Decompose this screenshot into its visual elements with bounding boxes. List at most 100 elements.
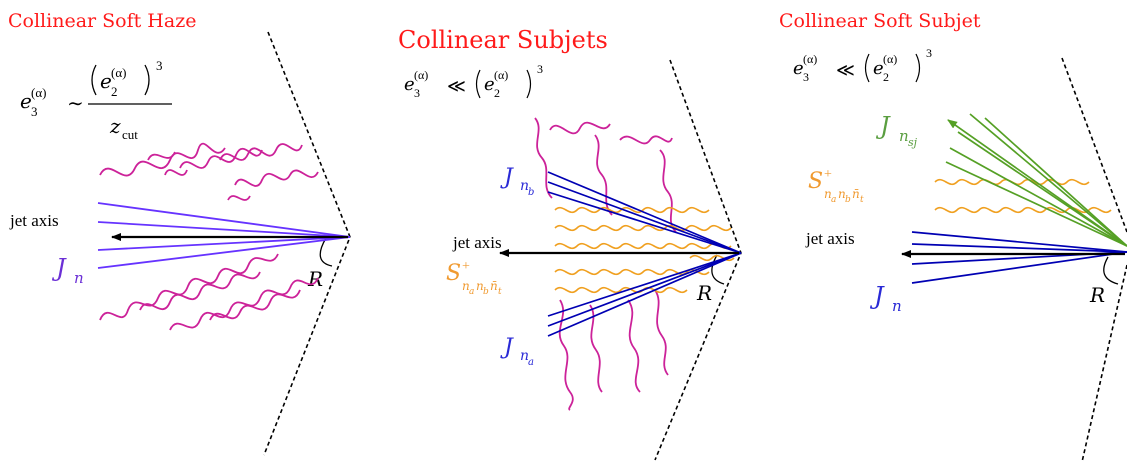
formula-3-lhs-sub: 3 bbox=[803, 70, 809, 84]
soft-label-2-sub-b: b bbox=[483, 287, 489, 297]
panel-1-title: Collinear Soft Haze bbox=[8, 10, 196, 32]
soft-label-3-sub-t: t bbox=[860, 195, 864, 205]
wave-b bbox=[549, 121, 611, 135]
jet-label-1: J bbox=[51, 254, 67, 282]
soft-label-2-main: S bbox=[446, 261, 461, 286]
formula-2-relation: ≪ bbox=[447, 76, 466, 96]
wave-g bbox=[589, 304, 603, 393]
jet-boundary-3-upper bbox=[1061, 57, 1127, 233]
panel-2-title: Collinear Subjets bbox=[398, 26, 608, 54]
jet-lines-2 bbox=[547, 171, 742, 337]
wave-8 bbox=[139, 271, 261, 311]
wave-9 bbox=[169, 277, 319, 331]
wave-11 bbox=[227, 195, 251, 201]
soft-haze-waves bbox=[99, 142, 319, 331]
soft-label-3-sub-n2: n bbox=[838, 187, 846, 201]
wave-5 bbox=[164, 169, 188, 176]
panel-3-title: Collinear Soft Subjet bbox=[779, 10, 981, 32]
radius-arc-3 bbox=[1103, 256, 1119, 285]
jet-label-top-2-sub: n bbox=[520, 178, 529, 194]
soft-label-3-main: S bbox=[808, 169, 823, 194]
soft-label-3-sub-b: b bbox=[845, 195, 851, 205]
wave-1 bbox=[99, 142, 226, 177]
panel-2-formula: e 3 (α) ≪ e 2 (α) 3 bbox=[404, 62, 543, 100]
formula-1-num-sub: 2 bbox=[111, 84, 118, 99]
wave-2 bbox=[147, 151, 176, 161]
formula-1-lhs-sub: 3 bbox=[31, 104, 38, 119]
subjet-label-3: J bbox=[875, 112, 891, 140]
subjet-label-3-subsub: sj bbox=[908, 136, 918, 149]
formula-1-num-base: e bbox=[100, 69, 112, 93]
wave-6 bbox=[234, 169, 319, 187]
formula-1-num-power: 3 bbox=[156, 58, 163, 73]
soft-label-3-sub-nbar: n̄ bbox=[852, 187, 860, 201]
jet-lines-3 bbox=[911, 231, 1127, 284]
formula-2-rhs-base: e bbox=[484, 74, 495, 95]
formula-2-lhs: e bbox=[404, 74, 415, 95]
soft-label-3-sup: + bbox=[824, 167, 832, 182]
jet-label-top-2-subsub: b bbox=[528, 187, 534, 198]
jet-label-bottom-2: J bbox=[500, 335, 514, 360]
radius-label-2: R bbox=[696, 281, 712, 305]
jet-label-top-2: J bbox=[500, 165, 514, 190]
soft-label-3-sub-n1: n bbox=[824, 187, 832, 201]
formula-1-relation: ∼ bbox=[67, 93, 84, 115]
formula-3-rhs-sup: (α) bbox=[883, 52, 897, 66]
panel-1-formula: e 3 (α) ∼ e 2 (α) 3 z cut bbox=[20, 58, 172, 142]
radius-label-3: R bbox=[1089, 283, 1105, 307]
formula-3-rhs-base: e bbox=[873, 58, 884, 79]
jet-axis-label-2: jet axis bbox=[452, 233, 502, 252]
wave-h bbox=[627, 299, 641, 393]
panel-3-formula: e 3 (α) ≪ e 2 (α) 3 bbox=[793, 46, 932, 84]
jet-label-3: J bbox=[869, 282, 885, 310]
jet-label-bottom-2-sub: n bbox=[520, 348, 529, 364]
formula-2-rhs-sup: (α) bbox=[494, 68, 508, 82]
wave-a bbox=[534, 117, 553, 199]
subjet-lines-3 bbox=[945, 113, 1127, 247]
jet-label-1-sub: n bbox=[74, 269, 84, 287]
soft-label-2-sub-t: t bbox=[498, 287, 502, 297]
jet-label-bottom-2-subsub: a bbox=[528, 357, 534, 368]
jet-axis-label-3: jet axis bbox=[805, 229, 855, 248]
jet-axis-label-1: jet axis bbox=[9, 211, 59, 230]
soft-label-2-sup: + bbox=[462, 259, 470, 274]
wave-d bbox=[619, 135, 673, 145]
radius-label-1: R bbox=[307, 267, 323, 291]
formula-3-lhs-sup: (α) bbox=[803, 52, 817, 66]
formula-1-lhs-sup: (α) bbox=[31, 85, 46, 100]
formula-1-num-sup: (α) bbox=[111, 65, 126, 80]
formula-1-den-sub: cut bbox=[122, 127, 138, 142]
wave-e bbox=[659, 149, 677, 233]
formula-2-lhs-sub: 3 bbox=[414, 86, 420, 100]
soft-label-3-sub-a: a bbox=[831, 195, 836, 205]
wave-10 bbox=[209, 289, 301, 321]
radius-arc-1 bbox=[319, 237, 333, 267]
soft-label-2-sub-n1: n bbox=[462, 279, 470, 293]
radius-arc-2 bbox=[711, 254, 725, 285]
soft-label-2-sub-a: a bbox=[469, 287, 474, 297]
jet-boundary-1 bbox=[263, 31, 351, 456]
soft-label-2-sub-nbar: n̄ bbox=[490, 279, 498, 293]
formula-3-lhs: e bbox=[793, 58, 804, 79]
jet-label-3-sub: n bbox=[892, 297, 902, 315]
formula-1-den: z bbox=[109, 114, 121, 138]
panel-collinear-soft-haze: Collinear Soft Haze e 3 (α) ∼ e 2 (α) 3 … bbox=[8, 10, 351, 456]
soft-label-2: S + n a n b n̄ t bbox=[446, 259, 502, 297]
formula-2-rhs-sub: 2 bbox=[494, 86, 500, 100]
formula-1-lhs: e bbox=[20, 89, 32, 113]
wave-f bbox=[558, 299, 574, 411]
soft-label-3: S + n a n b n̄ t bbox=[808, 167, 864, 205]
panel-collinear-subjets: Collinear Subjets e 3 (α) ≪ e 2 (α) 3 R bbox=[398, 26, 742, 461]
formula-3-relation: ≪ bbox=[836, 60, 855, 80]
soft-label-2-sub-n2: n bbox=[476, 279, 484, 293]
jet-boundary-3-lower bbox=[1081, 264, 1127, 463]
subjet-magenta-waves bbox=[534, 117, 677, 411]
subjet-label-3-sub: n bbox=[899, 127, 909, 145]
formula-2-rhs-power: 3 bbox=[537, 62, 543, 76]
panel-collinear-soft-subjet: Collinear Soft Subjet e 3 (α) ≪ e 2 (α) … bbox=[779, 10, 1127, 463]
soft-radiation-waves-2 bbox=[554, 206, 735, 294]
wave-4 bbox=[219, 143, 303, 161]
wave-7 bbox=[99, 253, 279, 321]
formula-2-lhs-sup: (α) bbox=[414, 68, 428, 82]
